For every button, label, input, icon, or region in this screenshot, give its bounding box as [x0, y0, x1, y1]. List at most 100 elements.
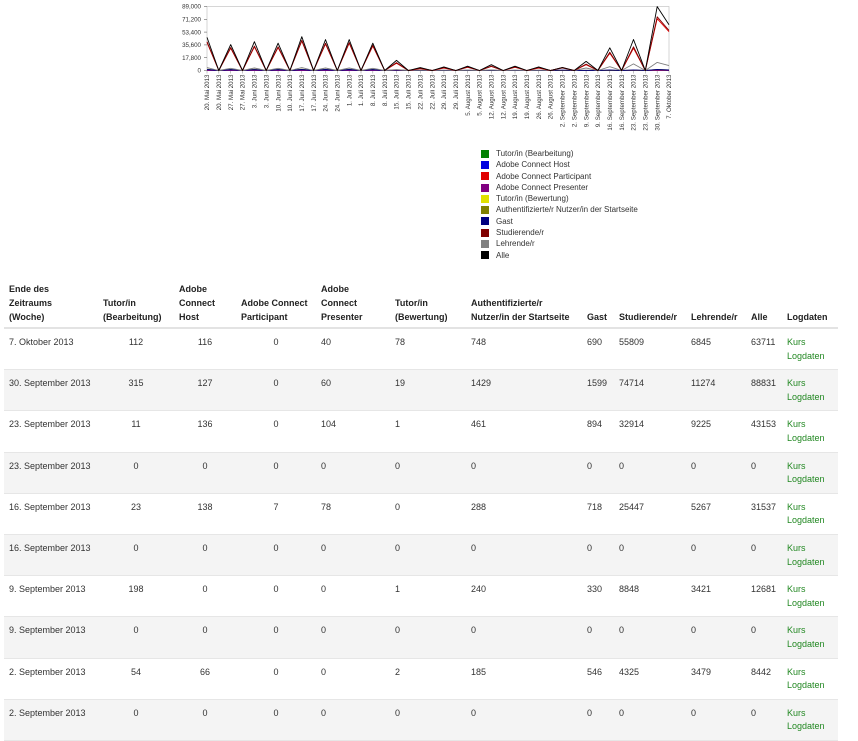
cell-guest: 1599: [582, 370, 614, 411]
course-link[interactable]: Kurs: [787, 378, 806, 388]
x-tick-label: 9. September 2013: [583, 74, 590, 127]
cell-student: 0: [614, 617, 686, 658]
x-tick-label: 19. August 2013: [524, 74, 531, 119]
x-tick-label: 24. Juni 2013: [335, 74, 342, 112]
cell-logs: Kurs Logdaten: [782, 452, 838, 493]
legend-item: Adobe Connect Host: [481, 159, 638, 170]
legend-label: Tutor/in (Bearbeitung): [496, 148, 574, 159]
x-tick-label: 23. September 2013: [643, 74, 650, 131]
cell-ac-host: 116: [174, 328, 236, 370]
course-link[interactable]: Kurs: [787, 502, 806, 512]
course-link[interactable]: Kurs: [787, 337, 806, 347]
cell-tutor-grade: 0: [390, 493, 466, 534]
legend-swatch: [481, 229, 489, 237]
cell-logs: Kurs Logdaten: [782, 493, 838, 534]
cell-all: 8442: [746, 658, 782, 699]
cell-teacher: 6845: [686, 328, 746, 370]
cell-period: 16. September 2013: [4, 534, 98, 575]
cell-ac-participant: 7: [236, 493, 316, 534]
cell-ac-presenter: 104: [316, 411, 390, 452]
cell-all: 43153: [746, 411, 782, 452]
x-tick-label: 16. September 2013: [607, 74, 614, 131]
logdata-link[interactable]: Logdaten: [787, 392, 825, 402]
cell-ac-presenter: 0: [316, 617, 390, 658]
course-link[interactable]: Kurs: [787, 667, 806, 677]
cell-guest: 546: [582, 658, 614, 699]
logdata-link[interactable]: Logdaten: [787, 639, 825, 649]
logdata-link[interactable]: Logdaten: [787, 515, 825, 525]
cell-guest: 0: [582, 617, 614, 658]
cell-guest: 690: [582, 328, 614, 370]
col-header-student: Studierende/r: [614, 280, 686, 328]
x-tick-label: 8. Juli 2013: [370, 74, 377, 106]
cell-logs: Kurs Logdaten: [782, 617, 838, 658]
cell-teacher: 11274: [686, 370, 746, 411]
logdata-link[interactable]: Logdaten: [787, 598, 825, 608]
cell-all: 12681: [746, 576, 782, 617]
legend-swatch: [481, 195, 489, 203]
course-link[interactable]: Kurs: [787, 584, 806, 594]
cell-auth-user: 461: [466, 411, 582, 452]
cell-all: 0: [746, 617, 782, 658]
cell-ac-host: 0: [174, 699, 236, 740]
cell-tutor-edit: 0: [98, 617, 174, 658]
legend-swatch: [481, 184, 489, 192]
course-link[interactable]: Kurs: [787, 625, 806, 635]
course-link[interactable]: Kurs: [787, 708, 806, 718]
logdata-link[interactable]: Logdaten: [787, 680, 825, 690]
x-tick-label: 5. August 2013: [465, 74, 472, 116]
cell-ac-participant: 0: [236, 452, 316, 493]
legend-swatch: [481, 240, 489, 248]
x-tick-label: 10. Juni 2013: [275, 74, 282, 112]
y-tick-label: 17,800: [182, 55, 201, 62]
cell-auth-user: 748: [466, 328, 582, 370]
cell-tutor-grade: 2: [390, 658, 466, 699]
x-tick-label: 30. September 2013: [654, 74, 661, 131]
cell-teacher: 0: [686, 699, 746, 740]
y-tick-label: 0: [198, 68, 202, 75]
x-tick-label: 15. Juli 2013: [406, 74, 413, 110]
x-tick-label: 26. August 2013: [548, 74, 555, 119]
logdata-link[interactable]: Logdaten: [787, 557, 825, 567]
course-link[interactable]: Kurs: [787, 543, 806, 553]
cell-student: 4325: [614, 658, 686, 699]
col-header-teacher: Lehrende/r: [686, 280, 746, 328]
legend-item: Authentifizierte/r Nutzer/in der Startse…: [481, 204, 638, 215]
cell-ac-presenter: 40: [316, 328, 390, 370]
cell-period: 7. Oktober 2013: [4, 328, 98, 370]
x-tick-label: 23. September 2013: [631, 74, 638, 131]
cell-tutor-edit: 112: [98, 328, 174, 370]
legend-label: Gast: [496, 216, 513, 227]
cell-student: 8848: [614, 576, 686, 617]
legend-item: Gast: [481, 216, 638, 227]
legend-item: Lehrende/r: [481, 238, 638, 249]
cell-ac-presenter: 60: [316, 370, 390, 411]
cell-ac-presenter: 0: [316, 452, 390, 493]
cell-all: 63711: [746, 328, 782, 370]
course-link[interactable]: Kurs: [787, 419, 806, 429]
cell-ac-presenter: 78: [316, 493, 390, 534]
logdata-link[interactable]: Logdaten: [787, 351, 825, 361]
course-link[interactable]: Kurs: [787, 461, 806, 471]
cell-tutor-edit: 23: [98, 493, 174, 534]
x-tick-label: 8. Juli 2013: [382, 74, 389, 106]
cell-tutor-edit: 198: [98, 576, 174, 617]
cell-period: 9. September 2013: [4, 576, 98, 617]
x-tick-label: 27. Mai 2013: [240, 74, 247, 110]
cell-ac-participant: 0: [236, 534, 316, 575]
logdata-link[interactable]: Logdaten: [787, 474, 825, 484]
logdata-link[interactable]: Logdaten: [787, 433, 825, 443]
cell-ac-host: 0: [174, 617, 236, 658]
x-tick-label: 29. Juli 2013: [453, 74, 460, 110]
cell-tutor-grade: 1: [390, 411, 466, 452]
cell-ac-host: 136: [174, 411, 236, 452]
legend-swatch: [481, 251, 489, 259]
legend-label: Adobe Connect Participant: [496, 171, 591, 182]
x-tick-label: 1. Juli 2013: [358, 74, 365, 106]
